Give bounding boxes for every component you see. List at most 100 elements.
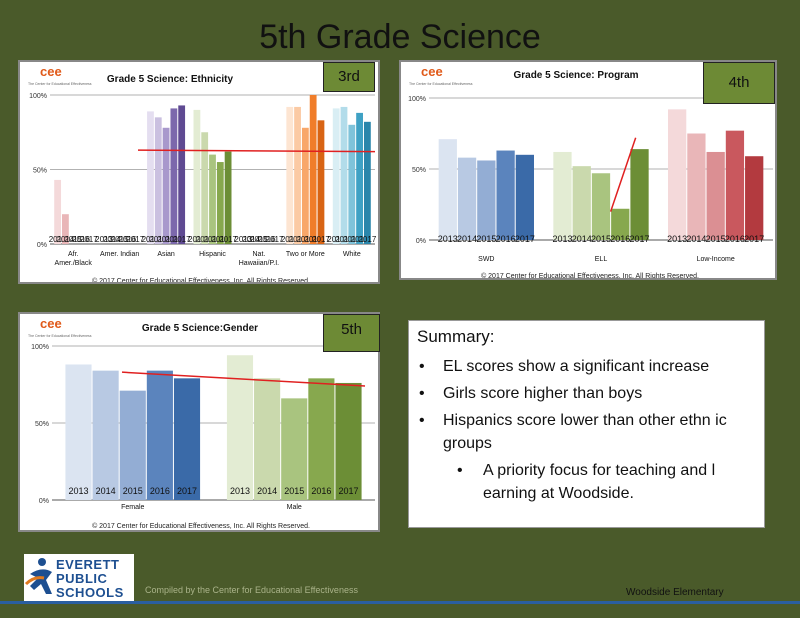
bar <box>317 120 325 244</box>
bar <box>706 151 725 240</box>
year-label: 2016 <box>311 486 331 496</box>
y-tick-label: 0% <box>37 242 47 249</box>
bar <box>209 154 216 244</box>
bar <box>335 382 362 500</box>
year-label: 2014 <box>335 235 353 244</box>
summary-heading: Summary: <box>417 327 495 346</box>
year-label: 2013 <box>68 486 88 496</box>
bar <box>193 109 201 245</box>
category-label: Asian <box>157 251 175 258</box>
bar <box>687 133 706 240</box>
bar <box>62 214 69 244</box>
bar <box>281 398 308 500</box>
trend-line <box>121 371 366 387</box>
bar <box>178 105 186 245</box>
trend-line <box>609 137 637 212</box>
year-label: 2016 <box>304 235 322 244</box>
category-label: ELL <box>595 256 608 263</box>
bar <box>332 108 340 244</box>
year-label: 2013 <box>49 235 67 244</box>
bullet-dot-icon: • <box>457 462 463 479</box>
summary-bullet: • EL scores show a significant increase <box>409 355 764 378</box>
cee-logo-subtitle: The Center for Educational Effectiveness <box>28 82 92 86</box>
grade-label-3rd: 3rd <box>323 62 375 92</box>
bar <box>356 112 363 244</box>
year-label: 2013 <box>281 235 299 244</box>
year-label: 2013 <box>327 235 345 244</box>
bar <box>496 150 515 240</box>
year-label: 2017 <box>219 235 237 244</box>
bar <box>611 208 630 240</box>
year-label: 2015 <box>123 486 143 496</box>
year-label: 2016 <box>211 235 229 244</box>
footer-school-name: Woodside Elementary <box>626 587 724 598</box>
runner-logo-icon <box>24 558 52 594</box>
logo-text-line2: PUBLIC <box>56 571 108 586</box>
bar <box>65 364 92 500</box>
category-label: White <box>343 251 361 258</box>
category-label: Low-Income <box>697 256 735 263</box>
bar <box>515 154 534 240</box>
year-label: 2016 <box>150 486 170 496</box>
bar <box>340 106 348 244</box>
year-label: 2014 <box>57 235 75 244</box>
year-label: 2013 <box>95 235 113 244</box>
year-label: 2013 <box>188 235 206 244</box>
year-label: 2017 <box>515 234 535 244</box>
bar <box>147 111 154 244</box>
bar <box>572 166 591 240</box>
logo-text-line1: EVERETT <box>56 557 120 572</box>
year-label: 2017 <box>744 234 764 244</box>
year-label: 2016 <box>496 234 516 244</box>
bar <box>294 106 301 244</box>
year-label: 2014 <box>572 234 592 244</box>
gender-chart-panel: cee The Center for Educational Effectiven… <box>18 312 380 532</box>
year-label: 2015 <box>706 234 726 244</box>
summary-bullet: • Girls score higher than boys <box>409 382 764 405</box>
bar <box>162 127 170 244</box>
year-label: 2013 <box>230 486 250 496</box>
year-label: 2016 <box>351 235 369 244</box>
y-tick-label: 100% <box>31 344 49 351</box>
y-tick-label: 50% <box>33 168 47 175</box>
year-label: 2016 <box>119 235 137 244</box>
category-label: Female <box>121 504 144 511</box>
cee-logo-text: cee <box>40 64 62 79</box>
cee-logo-subtitle: The Center for Educational Effectiveness <box>409 82 473 86</box>
bar <box>308 378 335 500</box>
category-label: SWD <box>478 256 494 263</box>
cee-logo-text: cee <box>40 316 62 331</box>
y-tick-label: 50% <box>412 167 426 174</box>
year-label: 2017 <box>80 235 98 244</box>
bar <box>154 117 162 244</box>
year-label: 2014 <box>289 235 307 244</box>
y-tick-label: 0% <box>416 238 426 245</box>
ethnicity-chart-panel: cee The Center for Educational Effectiven… <box>18 60 380 284</box>
year-label: 2015 <box>284 486 304 496</box>
year-label: 2017 <box>173 235 191 244</box>
bar <box>170 108 178 244</box>
year-label: 2017 <box>126 235 144 244</box>
bar <box>591 173 611 240</box>
bar <box>745 156 764 240</box>
copyright-text: © 2017 Center for Educational Effectiven… <box>92 277 310 284</box>
bar <box>363 121 371 244</box>
year-label: 2015 <box>111 235 129 244</box>
year-label: 2015 <box>591 234 611 244</box>
year-label: 2014 <box>242 235 260 244</box>
copyright-text: © 2017 Center for Educational Effectiven… <box>481 272 699 280</box>
category-label: Amer. Indian <box>100 251 139 258</box>
year-label: 2015 <box>476 234 496 244</box>
grade-label-4th: 4th <box>703 62 775 104</box>
bar <box>254 378 281 500</box>
bar <box>553 151 572 240</box>
year-label: 2017 <box>177 486 197 496</box>
bar <box>725 130 745 240</box>
logo-text-line3: SCHOOLS <box>56 585 124 600</box>
bar <box>668 109 687 240</box>
bar <box>54 179 62 244</box>
year-label: 2014 <box>149 235 167 244</box>
year-label: 2014 <box>257 486 277 496</box>
year-label: 2015 <box>157 235 175 244</box>
bar <box>286 106 294 244</box>
